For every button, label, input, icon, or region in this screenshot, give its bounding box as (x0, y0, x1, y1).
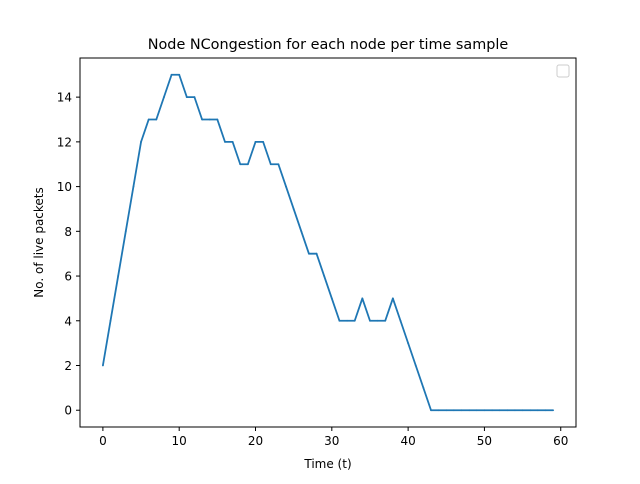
y-tick-label: 8 (64, 225, 72, 239)
data-point (552, 409, 555, 412)
data-point (323, 275, 326, 277)
data-point (315, 252, 318, 255)
data-point (132, 185, 135, 188)
legend-box (556, 64, 570, 78)
data-point (300, 230, 303, 233)
data-point (246, 163, 249, 166)
data-point (117, 275, 120, 277)
data-point (491, 409, 493, 412)
data-point (430, 409, 432, 412)
data-point (353, 319, 356, 322)
data-point (544, 409, 547, 412)
data-point (407, 342, 410, 345)
data-point (147, 118, 150, 121)
data-point (330, 297, 333, 300)
x-tick-label: 0 (99, 434, 107, 448)
y-tick-label: 12 (57, 135, 72, 149)
data-point (346, 319, 348, 322)
data-point (231, 140, 234, 143)
data-point (101, 364, 104, 367)
y-tick-label: 14 (57, 91, 72, 105)
data-point (239, 163, 242, 166)
data-point (185, 96, 188, 99)
axes-frame (79, 57, 577, 428)
data-point (521, 409, 524, 412)
data-point (414, 364, 417, 367)
data-point (536, 409, 539, 412)
data-point (338, 319, 341, 322)
x-tick-label: 50 (477, 434, 492, 448)
data-point (277, 163, 280, 166)
data-point (498, 409, 501, 412)
y-axis-label: No. of live packets (32, 187, 46, 298)
y-tick-label: 4 (64, 314, 72, 328)
data-point (216, 118, 219, 121)
data-point (262, 140, 265, 143)
data-point (292, 208, 295, 210)
data-point (224, 140, 226, 143)
y-tick-label: 6 (64, 270, 72, 284)
data-point (170, 73, 173, 76)
data-point (124, 230, 127, 233)
plot-area (101, 73, 555, 412)
data-point (193, 96, 196, 99)
data-point (483, 409, 486, 412)
data-point (453, 409, 455, 412)
x-tick-label: 30 (324, 434, 339, 448)
data-point (369, 319, 371, 322)
x-tick-label: 60 (553, 434, 568, 448)
data-point (460, 409, 463, 412)
data-point (399, 319, 402, 322)
series-line (102, 73, 554, 412)
x-tick-label: 40 (400, 434, 415, 448)
data-point (506, 409, 509, 412)
data-point (529, 409, 532, 412)
data-point (269, 163, 272, 166)
data-point (445, 409, 448, 412)
data-point (468, 409, 471, 412)
y-tick-label: 10 (57, 180, 72, 194)
data-point (376, 319, 379, 322)
data-point (514, 409, 516, 412)
x-tick-label: 10 (172, 434, 187, 448)
axis-ticks: 0 10 20 30 40 50 60 0 2 4 6 8 10 12 14 (57, 91, 569, 448)
data-point (140, 140, 142, 143)
data-point (109, 319, 112, 322)
data-point (254, 140, 257, 143)
data-point (208, 118, 211, 121)
data-point (178, 73, 181, 76)
y-tick-label: 2 (64, 359, 72, 373)
data-point (437, 409, 440, 412)
y-tick-label: 0 (64, 404, 72, 418)
x-tick-label: 20 (248, 434, 263, 448)
data-point (201, 118, 203, 121)
data-point (475, 409, 478, 412)
data-point (155, 118, 158, 121)
chart-title: Node NCongestion for each node per time … (148, 37, 509, 53)
data-point (308, 252, 310, 255)
x-axis-label: Time (t) (303, 457, 351, 471)
data-point (163, 96, 165, 99)
data-point (285, 185, 287, 188)
data-point (361, 297, 364, 300)
data-point (384, 319, 387, 322)
data-point (391, 297, 394, 300)
data-point (422, 386, 425, 389)
